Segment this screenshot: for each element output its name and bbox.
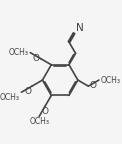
Text: OCH₃: OCH₃ [8,48,28,57]
Text: N: N [76,23,84,33]
Text: OCH₃: OCH₃ [29,117,49,126]
Text: OCH₃: OCH₃ [101,76,121,85]
Text: O: O [41,107,48,116]
Text: OCH₃: OCH₃ [0,93,20,102]
Text: O: O [33,54,40,63]
Text: O: O [89,82,96,90]
Text: O: O [24,87,31,96]
